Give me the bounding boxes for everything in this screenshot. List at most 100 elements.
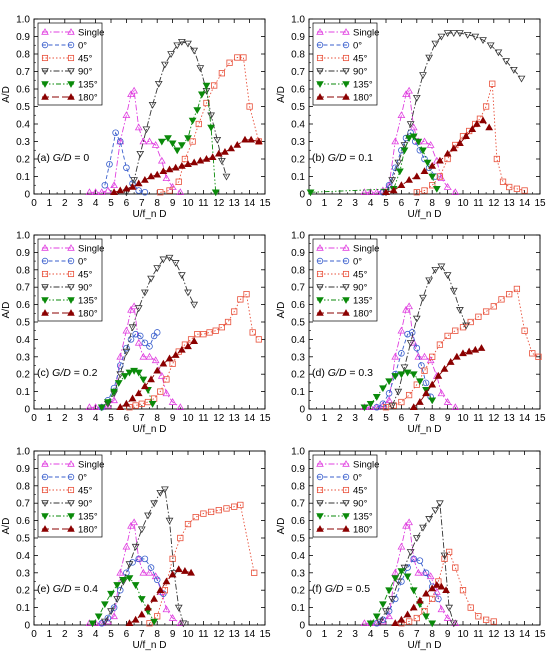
data-point-deg45 [382,404,390,411]
data-point-deg90 [400,364,409,372]
x-tick-label: 7 [414,413,420,424]
data-point-deg45 [513,285,521,293]
data-point-single [127,305,135,313]
y-tick-label: 0.8 [291,50,305,61]
panel-label-value: = 0.2 [71,367,98,379]
data-point-single [116,137,125,145]
data-point-deg135 [379,385,387,393]
data-point-single [360,619,369,627]
legend-label-deg0: 0° [353,257,362,268]
data-point-single [391,568,400,576]
x-tick-label: 15 [259,413,271,424]
x-tick-label: 11 [198,198,209,209]
data-point-deg45 [446,548,453,556]
legend-marker-deg45 [41,54,49,62]
x-tick-label: 13 [504,629,516,640]
data-point-deg135 [391,373,400,380]
data-point-deg45 [490,303,497,310]
data-point-single [426,140,435,148]
data-point-single [176,188,185,196]
data-point-single [437,174,446,182]
data-point-deg45 [398,398,405,406]
data-point-single [414,568,423,576]
data-point-single [151,572,160,580]
series-deg180 [382,116,494,196]
data-point-deg90 [462,322,470,330]
data-point-deg180 [171,163,180,171]
x-tick-label: 2 [337,198,343,209]
data-point-deg135 [409,133,418,141]
data-point-deg135 [113,582,122,589]
legend-label-single: Single [353,28,379,39]
y-tick-label: 0.4 [291,551,305,562]
data-point-deg90 [517,75,526,83]
data-point-single [402,90,410,98]
data-point-single [145,352,154,360]
legend-label-deg45: 45° [353,486,368,497]
x-tick-label: 1 [47,198,53,209]
data-point-deg135 [372,394,381,401]
data-point-deg90 [419,72,427,80]
x-tick-label: 2 [62,198,68,209]
panel-label: (a) G/D = 0 [37,152,89,164]
legend-marker-deg90 [41,500,49,507]
legend-marker-deg0 [316,257,324,265]
y-tick-label: 0.9 [16,464,30,475]
x-tick-label: 5 [108,629,114,640]
legend-marker-deg180 [41,309,49,316]
x-tick-label: 10 [457,629,469,640]
legend-marker-deg180 [41,525,49,532]
legend-marker-deg135 [342,81,350,88]
data-point-deg45 [157,189,164,196]
series-deg135 [360,369,437,412]
data-point-deg90 [137,526,146,534]
y-tick-label: 0.8 [16,265,30,276]
y-tick-label: 0.6 [16,85,30,96]
legend-marker-deg90 [67,500,75,507]
x-tick-label: 12 [213,629,225,640]
series-line-deg90 [379,501,455,624]
x-tick-label: 9 [170,198,176,209]
legend-marker-deg45 [342,486,350,494]
panel-label: (e) G/D = 0.4 [37,583,98,595]
data-point-single [405,518,413,526]
data-point-deg90 [412,94,421,102]
data-point-deg45 [413,614,420,622]
data-point-single [104,617,112,625]
x-tick-label: 1 [47,629,53,640]
data-point-deg180 [140,382,149,390]
data-point-deg45 [521,327,528,334]
y-tick-label: 0.5 [16,318,30,329]
data-point-deg0 [146,343,153,350]
x-tick-label: 3 [352,413,358,424]
x-tick-label: 5 [383,198,389,209]
data-point-deg180 [140,175,149,183]
x-tick-label: 2 [62,629,68,640]
data-point-deg90 [449,30,458,38]
legend-marker-deg90 [316,500,324,507]
data-point-deg180 [485,123,494,131]
data-point-single [110,612,118,620]
x-tick-label: 0 [306,413,312,424]
data-point-single [130,86,138,94]
data-point-single [127,90,135,98]
x-tick-label: 9 [445,413,451,424]
y-tick-label: 0 [24,190,30,201]
legend-marker-single [342,244,350,251]
data-point-deg135 [372,613,381,621]
data-point-deg90 [122,348,131,356]
data-point-deg180 [437,582,446,590]
data-point-single [139,352,148,360]
panel-label: (c) G/D = 0.2 [37,367,98,379]
data-point-deg45 [223,505,230,512]
legend-marker-deg90 [316,284,324,291]
series-line-deg45 [401,550,494,624]
legend-box [37,454,103,538]
x-tick-label: 4 [368,629,374,640]
data-point-deg180 [190,337,199,344]
data-point-single [168,398,177,405]
data-point-deg180 [459,349,467,357]
data-point-deg90 [394,578,403,586]
data-point-deg90 [406,549,415,556]
x-tick-label: 0 [31,198,37,209]
